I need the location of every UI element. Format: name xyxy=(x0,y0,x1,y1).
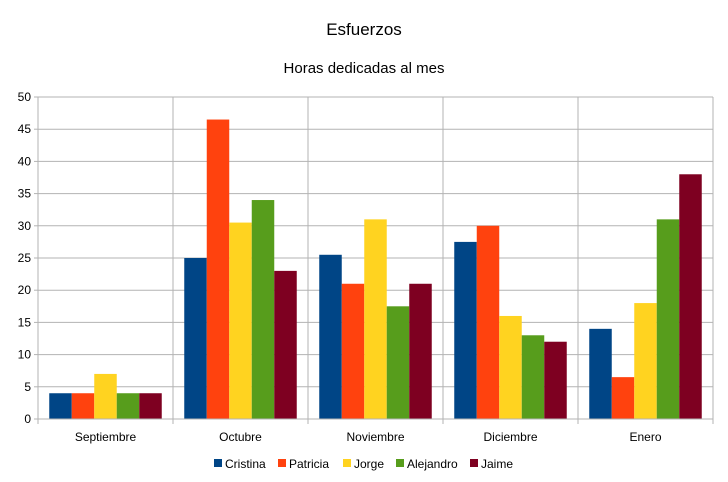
bar-cristina-enero xyxy=(589,328,612,419)
y-tick-label: 45 xyxy=(18,122,32,136)
y-tick-label: 35 xyxy=(18,187,32,201)
bar-jaime-diciembre xyxy=(544,341,567,419)
bar-cristina-noviembre xyxy=(319,254,342,419)
y-tick-label: 0 xyxy=(24,412,31,426)
legend-label: Jaime xyxy=(481,457,513,471)
bars xyxy=(38,119,713,420)
bar-jaime-noviembre xyxy=(409,283,432,419)
bar-jorge-noviembre xyxy=(364,219,387,419)
y-tick-label: 20 xyxy=(18,283,32,297)
y-axis-ticks: 0 5 10 15 20 25 30 35 40 45 50 xyxy=(18,90,32,426)
legend: Cristina Patricia Jorge Alejandro Jaime xyxy=(214,457,513,471)
bar-alejandro-septiembre xyxy=(116,393,140,419)
bar-jaime-septiembre xyxy=(139,393,162,419)
bar-patricia-septiembre xyxy=(71,393,95,419)
bar-patricia-enero xyxy=(611,377,635,419)
x-category-label: Septiembre xyxy=(75,430,137,444)
x-category-label: Octubre xyxy=(219,430,262,444)
bar-jorge-septiembre xyxy=(94,373,117,419)
legend-swatch xyxy=(214,459,222,467)
chart-subtitle: Horas dedicadas al mes xyxy=(284,60,445,77)
bar-alejandro-diciembre xyxy=(521,335,545,419)
bar-jorge-enero xyxy=(634,303,657,419)
bar-alejandro-octubre xyxy=(251,200,275,419)
bar-cristina-septiembre xyxy=(49,393,72,419)
legend-label: Alejandro xyxy=(407,457,458,471)
y-tick-label: 25 xyxy=(18,251,32,265)
bar-jorge-octubre xyxy=(229,222,252,419)
y-tick-label: 15 xyxy=(18,315,32,329)
chart-title: Esfuerzos xyxy=(326,20,402,39)
bar-cristina-diciembre xyxy=(454,241,477,419)
y-tick-label: 40 xyxy=(18,154,32,168)
y-tick-label: 10 xyxy=(18,348,32,362)
x-category-label: Diciembre xyxy=(483,430,537,444)
y-tick-label: 50 xyxy=(18,90,32,104)
x-category-label: Noviembre xyxy=(346,430,404,444)
legend-label: Jorge xyxy=(354,457,384,471)
legend-label: Cristina xyxy=(225,457,266,471)
bar-alejandro-noviembre xyxy=(386,306,410,419)
bar-jorge-diciembre xyxy=(499,315,522,419)
y-tick-label: 5 xyxy=(24,380,31,394)
bar-alejandro-enero xyxy=(656,219,680,419)
legend-swatch xyxy=(470,459,478,467)
legend-swatch xyxy=(278,459,286,467)
x-axis-categories: Septiembre Octubre Noviembre Diciembre Enero xyxy=(75,430,662,444)
bar-patricia-octubre xyxy=(206,119,230,419)
bar-patricia-noviembre xyxy=(341,283,365,419)
y-tick-label: 30 xyxy=(18,219,32,233)
legend-swatch xyxy=(396,459,404,467)
x-category-label: Enero xyxy=(629,430,661,444)
bar-cristina-octubre xyxy=(184,258,207,419)
bar-jaime-octubre xyxy=(274,270,297,419)
bar-jaime-enero xyxy=(679,174,702,419)
legend-label: Patricia xyxy=(289,457,329,471)
legend-swatch xyxy=(343,459,351,467)
bar-patricia-diciembre xyxy=(476,225,500,419)
